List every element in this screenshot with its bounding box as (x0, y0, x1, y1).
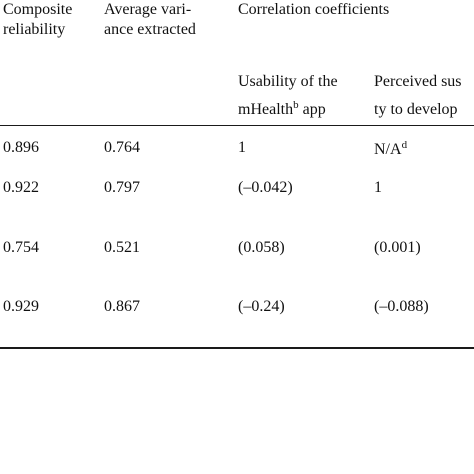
subheader-perceived-line1: Perceived sus (374, 73, 462, 90)
header-correlation-coefficients: Correlation coefficients (238, 1, 390, 18)
header-composite-reliability-line1: Composite (3, 1, 73, 18)
cell-c2-row3: (0.001) (374, 239, 421, 256)
cell-ave-row3: 0.521 (104, 239, 140, 256)
header-composite-reliability-line2: reliability (3, 21, 66, 38)
cell-c2-row2: 1 (374, 179, 382, 196)
cell-c1-row1: 1 (238, 139, 246, 156)
cell-c2-row4: (–0.088) (374, 298, 429, 315)
cell-cr-row3: 0.754 (3, 239, 39, 256)
cell-cr-row4: 0.929 (3, 298, 39, 315)
cell-c1-row2: (–0.042) (238, 179, 293, 196)
cell-ave-row4: 0.867 (104, 298, 140, 315)
cell-c1-row4: (–0.24) (238, 298, 285, 315)
cell-c1-row3: (0.058) (238, 239, 285, 256)
cell-cr-row2: 0.922 (3, 179, 39, 196)
cell-c2-row1: N/Ad (374, 139, 408, 159)
subheader-usability-line2: mHealthb app (238, 99, 326, 119)
footnote-marker-d: d (401, 139, 408, 151)
footnote-marker-b: b (293, 99, 299, 111)
cell-ave-row1: 0.764 (104, 139, 140, 156)
subheader-perceived-line2: ty to develop (374, 101, 458, 118)
cell-cr-row1: 0.896 (3, 139, 39, 156)
table-bottom-rule (0, 347, 474, 349)
header-ave-line1: Average vari- (104, 1, 192, 18)
header-rule (0, 125, 474, 126)
cell-ave-row2: 0.797 (104, 179, 140, 196)
header-ave-line2: ance extracted (104, 21, 196, 38)
subheader-usability-line1: Usability of the (238, 73, 338, 90)
